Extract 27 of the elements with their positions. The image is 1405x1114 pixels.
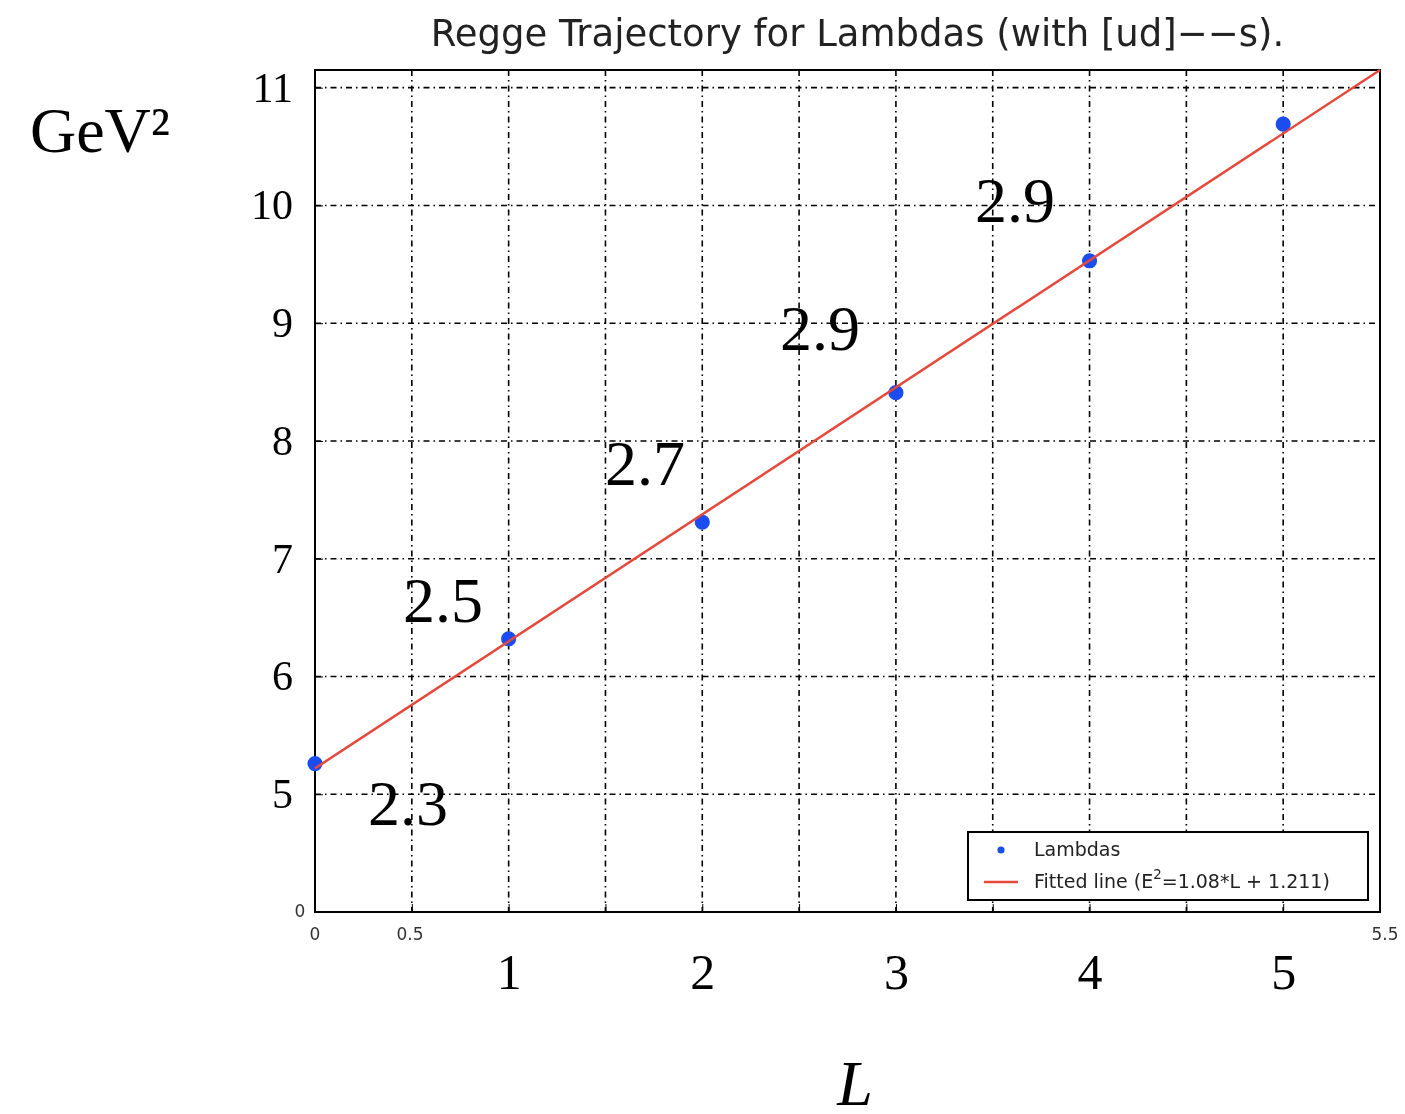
y-tick-label: 10 (251, 182, 293, 229)
x-tick-label: 4 (1077, 943, 1103, 1000)
x-tick-label: 2 (690, 943, 716, 1000)
x-tick-label: 3 (883, 943, 909, 1000)
text: 0 (309, 924, 321, 944)
y-tick-label: 6 (272, 653, 293, 700)
legend-label: Fitted line (E$^{2}$=1.08*L + 1.211) (1034, 866, 1330, 892)
point (1275, 116, 1291, 132)
chart-title: Regge Trajectory for Lambdas (with [ud]−−s). (430, 12, 1285, 55)
x-axis-title: L (836, 1048, 873, 1114)
y-tick-label: 5 (272, 771, 293, 818)
annotation: 2.3 (368, 767, 448, 839)
y-axis-title: GeV² (29, 95, 171, 166)
text: 0.5 (396, 924, 424, 944)
text: 0 (294, 901, 306, 921)
annotation: 2.5 (403, 564, 483, 636)
annotation: 2.9 (780, 292, 860, 364)
y-tick-label: 11 (252, 64, 293, 111)
x-tick-label: 1 (496, 943, 522, 1000)
y-tick-label: 9 (272, 300, 293, 347)
x-tick-label: 5 (1271, 943, 1297, 1000)
y-tick-label: 7 (272, 535, 293, 582)
annotation: 2.7 (605, 427, 685, 499)
annotation: 2.9 (975, 164, 1055, 236)
legend-label: Lambdas (1034, 837, 1121, 860)
y-tick-label: 8 (272, 417, 293, 464)
text: 5.5 (1371, 924, 1399, 944)
